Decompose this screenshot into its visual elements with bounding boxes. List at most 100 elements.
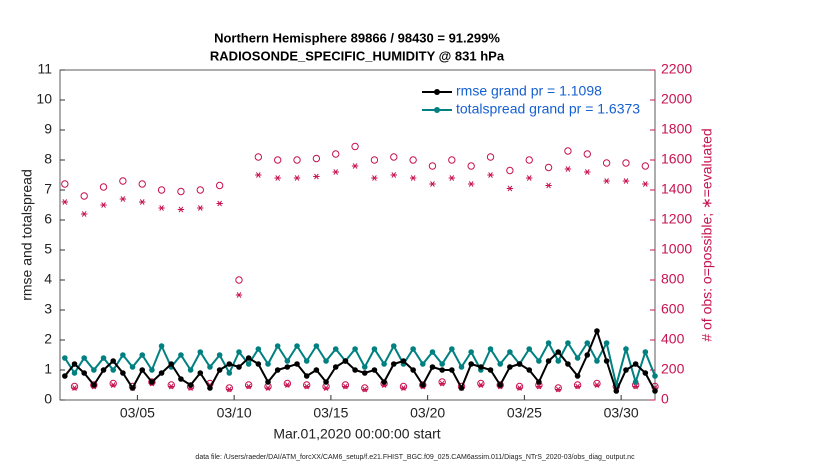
filled-marker: [91, 382, 97, 388]
open-marker: [419, 381, 427, 389]
open-marker: [80, 192, 88, 200]
open-marker: [351, 142, 359, 151]
filled-marker: [313, 343, 320, 349]
asterisk-marker: [351, 163, 359, 169]
filled-marker: [429, 364, 436, 370]
y2-tick-label: 1000: [661, 241, 692, 257]
filled-marker: [594, 358, 600, 364]
asterisk-marker: [322, 385, 330, 391]
asterisk-marker: [235, 292, 243, 298]
filled-marker: [458, 364, 465, 370]
filled-marker: [100, 367, 107, 373]
asterisk-marker: [284, 382, 291, 388]
filled-marker: [468, 349, 474, 355]
open-marker: [622, 159, 630, 167]
filled-marker: [584, 340, 591, 346]
filled-marker: [632, 379, 639, 385]
filled-marker: [632, 361, 639, 367]
y-tick-label: 10: [36, 91, 52, 107]
plot-frame: [59, 69, 656, 401]
open-marker: [138, 180, 146, 188]
filled-marker: [429, 349, 436, 355]
y-tick-label: 4: [44, 271, 52, 287]
filled-marker: [197, 370, 204, 376]
filled-marker: [410, 346, 416, 352]
filled-marker: [91, 367, 97, 373]
x-axis-label: Mar.01,2020 00:00:00 start: [273, 426, 440, 442]
filled-marker: [139, 352, 146, 358]
open-marker: [361, 384, 369, 392]
filled-marker: [390, 343, 397, 349]
asterisk-marker: [593, 382, 601, 388]
filled-marker: [526, 367, 533, 373]
filled-marker: [371, 367, 378, 373]
y-tick-label: 8: [44, 151, 52, 167]
asterisk-marker: [110, 382, 117, 388]
open-marker: [506, 166, 514, 175]
filled-marker: [323, 379, 329, 385]
filled-marker: [332, 364, 339, 370]
legend-marker: [434, 107, 440, 113]
asterisk-marker: [448, 175, 456, 181]
open-marker: [177, 187, 185, 196]
filled-marker: [265, 361, 271, 367]
open-marker: [196, 186, 204, 194]
y-tick-label: 3: [44, 301, 52, 317]
filled-marker: [420, 361, 426, 367]
filled-marker: [352, 367, 358, 373]
open-marker: [99, 183, 108, 191]
x-tick-label: 03/20: [410, 405, 445, 421]
y2-tick-label: 0: [661, 391, 669, 407]
filled-marker: [178, 352, 184, 358]
filled-marker: [652, 388, 658, 394]
filled-marker: [565, 361, 571, 367]
open-marker: [399, 382, 408, 391]
filled-marker: [100, 355, 107, 361]
filled-marker: [420, 382, 426, 388]
filled-marker: [449, 367, 455, 373]
asterisk-marker: [226, 386, 233, 393]
filled-marker: [216, 352, 223, 358]
open-marker: [90, 381, 98, 389]
filled-marker: [603, 340, 610, 346]
filled-marker: [352, 346, 358, 352]
filled-marker: [197, 349, 204, 355]
filled-marker: [468, 361, 474, 367]
asterisk-marker: [168, 383, 175, 390]
filled-marker: [323, 358, 329, 364]
filled-marker: [245, 355, 252, 361]
filled-marker: [652, 373, 658, 379]
filled-marker: [81, 370, 87, 376]
filled-marker: [149, 379, 155, 385]
y2-tick-label: 1400: [661, 181, 692, 197]
y2-tick-label: 400: [661, 331, 685, 347]
filled-marker: [507, 364, 513, 370]
asterisk-marker: [264, 385, 272, 391]
open-marker: [119, 177, 127, 185]
y2-tick-label: 1200: [661, 211, 692, 227]
open-marker: [544, 163, 553, 172]
open-marker: [428, 162, 437, 170]
filled-marker: [439, 361, 445, 367]
asterisk-marker: [467, 181, 475, 187]
filled-marker: [62, 373, 68, 379]
asterisk-marker: [526, 175, 533, 181]
filled-marker: [623, 367, 629, 373]
y2-tick-label: 200: [661, 361, 685, 377]
y-tick-label: 5: [44, 241, 52, 257]
open-marker: [448, 156, 456, 164]
filled-marker: [613, 388, 620, 394]
open-marker: [496, 381, 504, 389]
filled-marker: [120, 370, 126, 376]
open-marker: [293, 156, 301, 164]
open-marker: [70, 382, 79, 391]
open-marker: [370, 156, 379, 164]
y-tick-label: 0: [44, 391, 52, 407]
open-marker: [467, 162, 475, 170]
filled-marker: [294, 343, 300, 349]
filled-marker: [129, 385, 136, 391]
open-marker: [525, 156, 533, 164]
filled-marker: [458, 385, 465, 391]
open-marker: [215, 181, 224, 190]
